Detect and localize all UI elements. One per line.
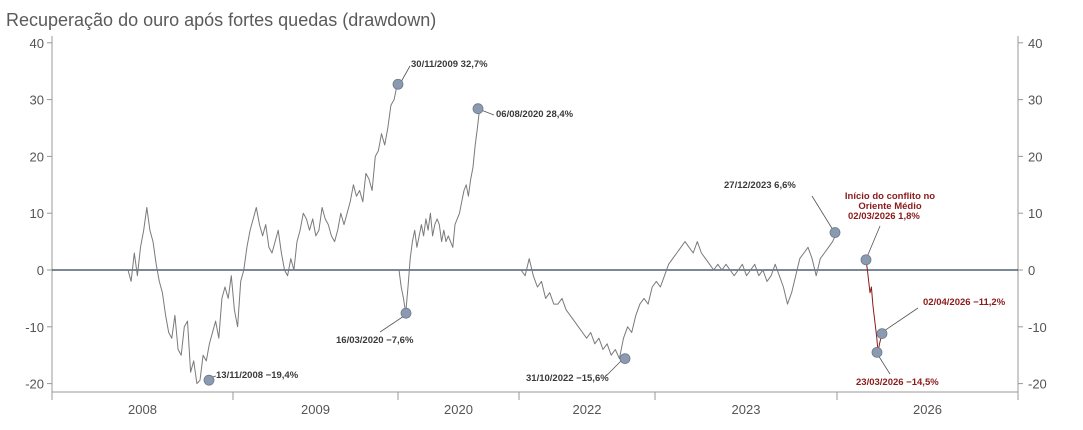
series-line-1 [127,84,398,385]
series-line-2 [398,108,481,314]
x-tick-label: 2009 [301,402,330,417]
chart-title: Recuperação do ouro após fortes quedas (… [6,10,437,30]
annotation-leader [605,359,623,377]
conflict-note-line: Oriente Médio [858,201,922,212]
annotation-label: 27/12/2023 6,6% [724,180,796,191]
annotation-marker [392,78,404,90]
annotation-leader [877,354,891,375]
x-tick-label: 2026 [913,402,942,417]
y-tick-label-right: 10 [1028,206,1042,221]
annotation-label: 16/03/2020 −7,6% [336,335,414,346]
y-tick-label-right: -10 [1028,320,1047,335]
x-tick-label: 2022 [573,402,602,417]
annotation-marker [472,103,484,115]
y-tick-label-left: 40 [30,36,44,51]
series-layer [127,84,883,385]
annotation-label: 30/11/2009 32,7% [411,59,488,70]
y-tick-label-left: -10 [25,320,44,335]
annotation-marker [871,346,883,358]
x-tick-label: 2020 [444,402,473,417]
y-tick-label-right: 30 [1028,93,1042,108]
annotation-leader [866,225,881,258]
annotation-label: 31/10/2022 −15,6% [526,373,609,384]
annotation-leader [400,65,411,83]
annotation-label: 06/08/2020 28,4% [496,109,574,120]
annotation-marker [400,307,412,319]
annotation-marker [876,328,888,340]
y-tick-label-right: -20 [1028,377,1047,392]
annotation-label: 13/11/2008 −19,4% [216,370,299,381]
y-tick-label-right: 40 [1028,36,1042,51]
annotation-label: 02/03/2026 1,8% [848,211,920,222]
x-tick-label: 2023 [732,402,761,417]
annotation-leader [379,315,405,333]
y-tick-label-right: 0 [1028,263,1035,278]
y-tick-label-left: 0 [37,263,44,278]
annotation-label: 23/03/2026 −14,5% [856,377,939,388]
annotations-layer: 30/11/2009 32,7% 13/11/2008 −19,4% 16/03/2… [203,59,1006,388]
annotation-label: 02/04/2026 −11,2% [923,297,1006,308]
y-tick-label-left: 20 [30,149,44,164]
annotation-leader [811,195,834,231]
annotation-marker [203,374,215,386]
conflict-note-line: Início do conflito no [845,191,935,202]
y-tick-label-right: 20 [1028,149,1042,164]
y-tick-label-left: 30 [30,93,44,108]
annotation-marker [860,254,872,266]
annotation-marker [619,353,631,365]
x-tick-label: 2008 [128,402,157,417]
annotation-leader [480,109,495,116]
series-line-4 [865,259,883,353]
annotation-leader [883,307,919,332]
y-tick-label-left: 10 [30,206,44,221]
series-line-3 [520,232,838,360]
y-tick-label-left: -20 [25,377,44,392]
annotation-marker [829,227,841,238]
